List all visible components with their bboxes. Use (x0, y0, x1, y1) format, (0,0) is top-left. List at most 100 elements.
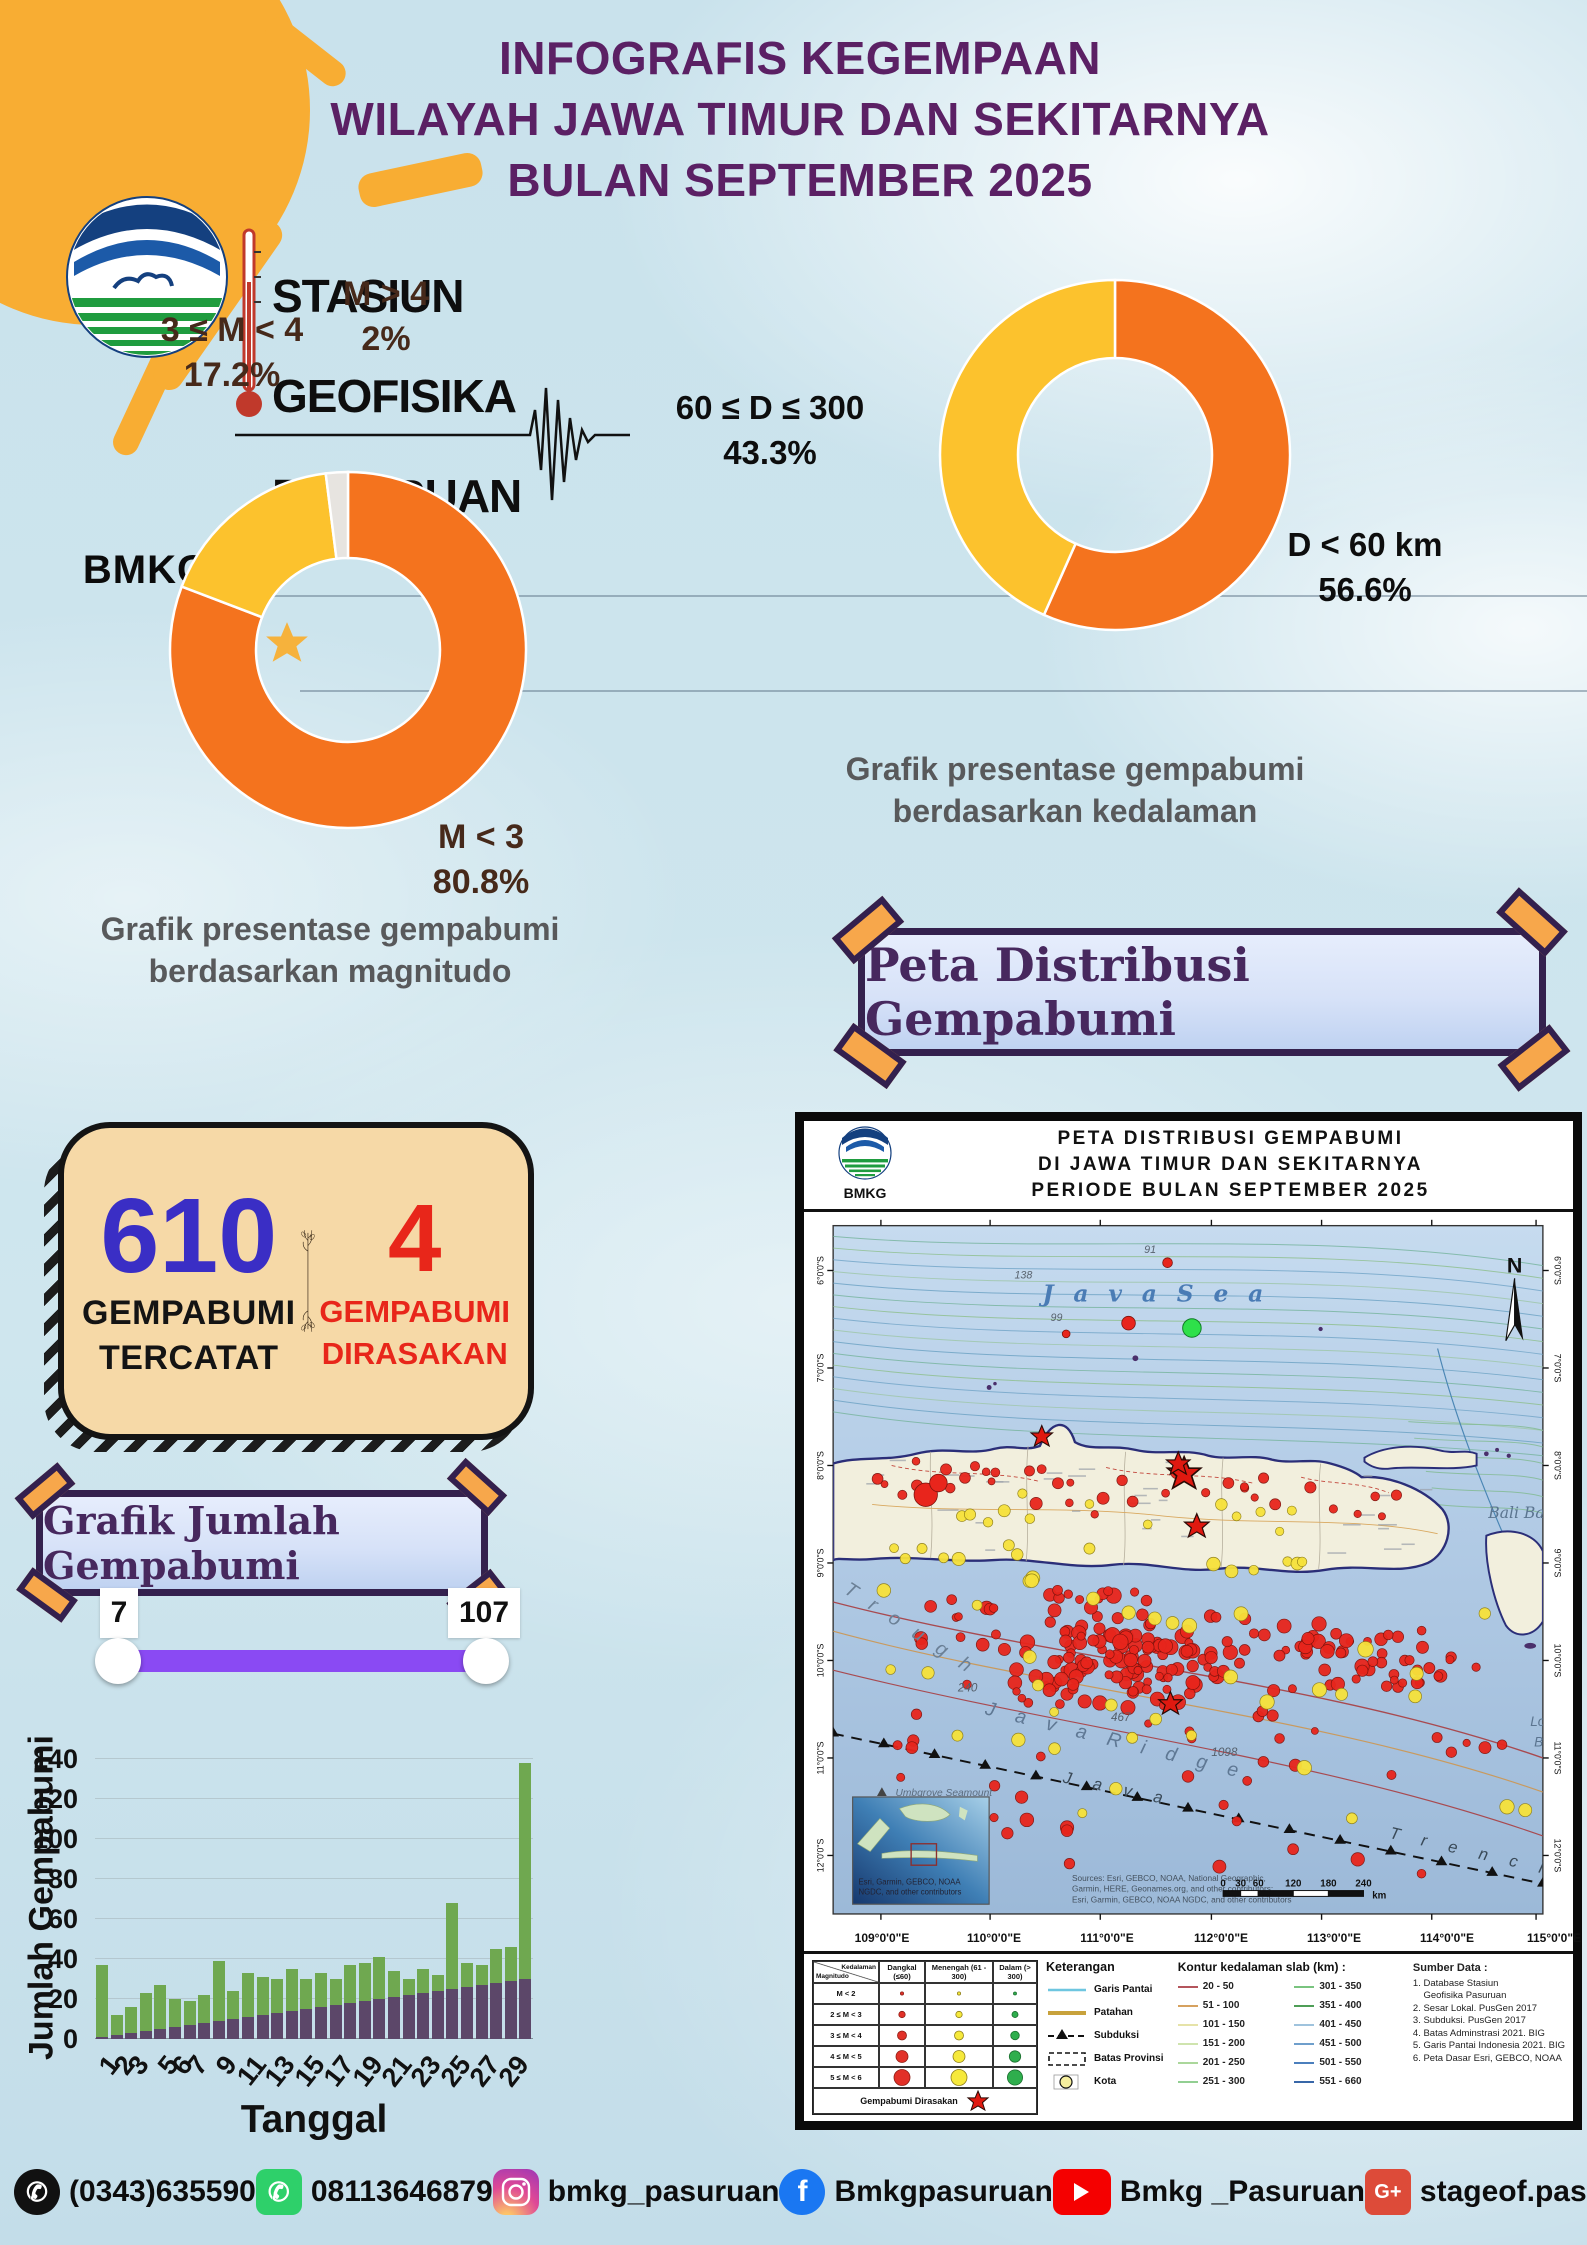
earthquake-distribution-map: BMKG PETA DISTRIBUSI GEMPABUMI DI JAWA T… (795, 1112, 1582, 2130)
station-line: GEOFISIKA (272, 370, 517, 422)
bar-day-22 (402, 1979, 415, 2039)
bar-chart-plot (95, 1757, 533, 2039)
thermometer-icon (236, 228, 262, 417)
divider-line (262, 595, 1587, 597)
recorded-stat: 610 GEMPABUMI TERCATAT (82, 1181, 296, 1381)
bar-day-21 (388, 1971, 400, 2039)
bar-day-14 (285, 1969, 298, 2039)
contact-phone: ✆ (0343)635590 (14, 2169, 256, 2215)
svg-text:Umbgrove Seamount: Umbgrove Seamount (896, 1788, 994, 1799)
y-tick: 140 (32, 1744, 78, 1774)
svg-text:NGDC, and other contributors: NGDC, and other contributors (858, 1887, 961, 1896)
branch-divider-icon (300, 1230, 315, 1332)
star-icon (266, 622, 308, 662)
stats-card: 610 GEMPABUMI TERCATAT 4 GEMPABUMI DIRASAK… (58, 1122, 534, 1440)
svg-text:7°0'0"S: 7°0'0"S (1553, 1354, 1563, 1383)
slider-min-value: 7 (100, 1588, 138, 1638)
svg-text:8°0'0"S: 8°0'0"S (815, 1451, 825, 1480)
slider-handle-right[interactable] (463, 1638, 509, 1684)
magnitude-label-high: M > 4 2% (343, 275, 429, 358)
contact-gplus: G+stageof.pasuruan@bmkg.go.id (1364, 2169, 1587, 2215)
svg-text:91: 91 (1144, 1244, 1156, 1256)
whatsapp-icon: ✆ (255, 2169, 302, 2215)
facebook-handle: Bmkgpasuruan (834, 2175, 1053, 2208)
svg-text:Ba: Ba (1534, 1734, 1551, 1749)
bar-day-8 (198, 1995, 211, 2039)
contact-facebook: f Bmkgpasuruan (779, 2169, 1053, 2215)
bar-day-7 (183, 2001, 196, 2039)
svg-text:9°0'0"S: 9°0'0"S (815, 1548, 825, 1577)
bar-day-26 (461, 1963, 473, 2039)
bar-day-2 (110, 2015, 123, 2039)
svg-text:9°0'0"S: 9°0'0"S (1553, 1549, 1563, 1578)
depth-donut-chart (938, 278, 1292, 632)
bar-chart-y-ticks: 0 20 40 60 80 100 120 140 (22, 1744, 86, 2054)
longitude-tick: 109°0'0"E (854, 1930, 910, 1945)
bar-day-20 (373, 1957, 386, 2039)
latitude-labels-right: 6°0'0"S 7°0'0"S 8°0'0"S 9°0'0"S 10°0'0"S 11°0… (1553, 1256, 1563, 1872)
y-tick: 120 (32, 1784, 78, 1814)
svg-text:6°0'0"S: 6°0'0"S (1553, 1256, 1563, 1285)
svg-text:120: 120 (1285, 1879, 1302, 1890)
svg-text:467: 467 (1111, 1711, 1131, 1724)
recorded-value: 610 (100, 1177, 278, 1295)
slider-handle-left[interactable] (95, 1638, 141, 1684)
bar-day-3 (125, 2007, 138, 2039)
longitude-tick: 114°0'0"E (1419, 1930, 1475, 1945)
y-tick: 60 (47, 1904, 78, 1934)
contact-whatsapp: ✆ 08113646879 (255, 2169, 493, 2215)
longitude-tick: 113°0'0"E (1306, 1930, 1362, 1945)
felt-stat: 4 GEMPABUMI DIRASAKAN (319, 1187, 510, 1375)
bar-day-4 (139, 1993, 152, 2039)
longitude-labels: 109°0'0"E 110°0'0"E 111°0'0"E 112°0'0"E 113°… (804, 1929, 1581, 1954)
gplus-icon: G+ (1364, 2169, 1411, 2215)
svg-text:7°0'0"S: 7°0'0"S (815, 1353, 825, 1382)
svg-text:99: 99 (1051, 1312, 1063, 1324)
legend-sumber-data: Sumber Data : 1. Database Stasiun Geofis… (1412, 1962, 1565, 2064)
map-header: BMKG PETA DISTRIBUSI GEMPABUMI DI JAWA T… (804, 1121, 1573, 1212)
recorded-label: GEMPABUMI TERCATAT (82, 1294, 296, 1377)
svg-text:12°0'0"S: 12°0'0"S (815, 1838, 825, 1872)
svg-text:10°0'0"S: 10°0'0"S (815, 1644, 825, 1678)
svg-text:12°0'0"S: 12°0'0"S (1553, 1839, 1563, 1873)
slider-max-value: 107 (448, 1588, 520, 1638)
station-line: STASIUN (272, 270, 465, 322)
divider-line (300, 690, 1587, 692)
page-title: INFOGRAFIS KEGEMPAAN WILAYAH JAWA TIMUR … (300, 28, 1300, 211)
y-tick: 40 (47, 1944, 78, 1974)
title-line: BULAN SEPTEMBER 2025 (507, 154, 1093, 206)
map-legend: Kedalaman Magnitudo Dangkal (≤60) Menengah … (804, 1954, 1573, 2121)
bar-day-5 (154, 1985, 167, 2039)
title-line: WILAYAH JAWA TIMUR DAN SEKITARNYA (330, 93, 1270, 145)
svg-text:Sources: Esri, GEBCO, NOAA, Na: Sources: Esri, GEBCO, NOAA, National Geo… (1072, 1874, 1266, 1883)
phone-handle: (0343)635590 (69, 2175, 256, 2208)
bar-day-15 (300, 1979, 313, 2039)
felt-earthquake-stars (1029, 1424, 1211, 1716)
svg-text:1098: 1098 (1211, 1746, 1238, 1759)
bathymetry-contours (833, 1235, 1543, 1514)
range-slider-track[interactable] (118, 1650, 486, 1672)
chart-banner-text: Grafik Jumlah Gempabumi (43, 1498, 340, 1588)
bar-day-28 (490, 1949, 503, 2039)
svg-text:Lor: Lor (1530, 1714, 1550, 1729)
longitude-tick: 115°0'0"E (1526, 1930, 1582, 1945)
seismogram-icon (235, 387, 630, 501)
svg-text:Esri, Garmin, GEBCO, NOAA NGDC: Esri, Garmin, GEBCO, NOAA NGDC, and othe… (1072, 1895, 1292, 1904)
depth-label-mid: 60 ≤ D ≤ 300 43.3% (675, 389, 865, 471)
x-tick: 29 (492, 2050, 535, 2093)
bar-day-12 (256, 1977, 269, 2039)
map-banner-text: Peta Distribusi Gempabumi (865, 938, 1250, 1046)
longitude-tick: 110°0'0"E (966, 1930, 1022, 1945)
svg-text:6°0'0"S: 6°0'0"S (815, 1256, 825, 1285)
bar-chart-x-ticks: 1 2 3 5 6 7 9 11 13 15 17 19 21 23 25 27 29 (93, 2042, 535, 2102)
legend-keterangan: Keterangan Garis Pantai Patahan Subduksi Ba… (1046, 1960, 1164, 2089)
map-bmkg-logo: BMKG (838, 1126, 892, 1201)
svg-text:Garmin, HERE, Geonames.org, an: Garmin, HERE, Geonames.org, and other co… (1072, 1885, 1273, 1894)
map-canvas: J a v a S e a 91 99 138 240 467 1098 T r… (813, 1212, 1564, 1929)
y-tick: 80 (47, 1864, 78, 1894)
bar-day-17 (329, 1979, 342, 2039)
svg-text:11°0'0"S: 11°0'0"S (1553, 1741, 1563, 1774)
longitude-tick: 112°0'0"E (1193, 1930, 1249, 1945)
